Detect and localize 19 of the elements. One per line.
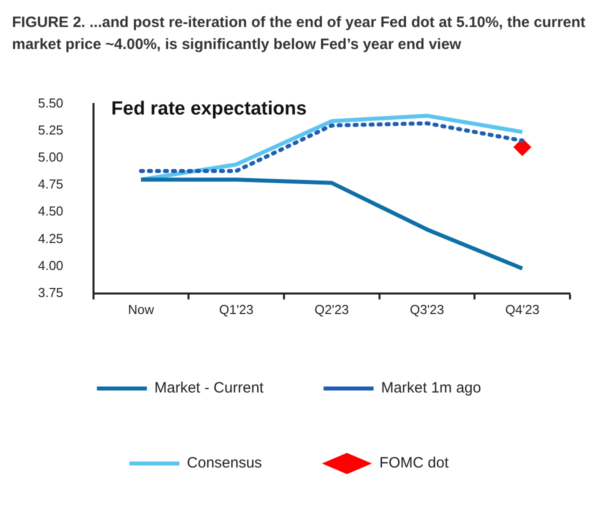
y-tick-label: 4.75 [38, 176, 64, 192]
y-tick-label: 3.75 [38, 284, 64, 300]
legend-label: FOMC dot [379, 454, 450, 472]
chart-title: FIGURE 2. ...and post re-iteration of the end of year Fed dot at 5.10%, the current market price ~4.00%, is significantly below Fed’s year end view [11, 13, 586, 55]
x-tick-label: Q1'23 [219, 302, 254, 317]
x-tick-label: Q4'23 [505, 302, 540, 317]
y-tick-label: 5.00 [38, 150, 64, 165]
legend-label: Market - Current [154, 380, 264, 397]
y-tick-label: 5.25 [38, 122, 64, 138]
x-tick-label: Now [128, 302, 155, 317]
y-tick-label: 4.00 [38, 258, 64, 273]
legend-label: Market 1m ago [381, 380, 482, 397]
y-tick-label: 4.50 [38, 204, 64, 219]
legend-label: Consensus [186, 454, 262, 472]
y-tick-label: 4.25 [38, 230, 64, 246]
x-tick-label: Q3'23 [410, 302, 444, 317]
chart-subtitle: Fed rate expectations [111, 98, 307, 120]
y-tick-label: 5.50 [38, 95, 64, 110]
x-tick-label: Q2'23 [314, 302, 349, 317]
